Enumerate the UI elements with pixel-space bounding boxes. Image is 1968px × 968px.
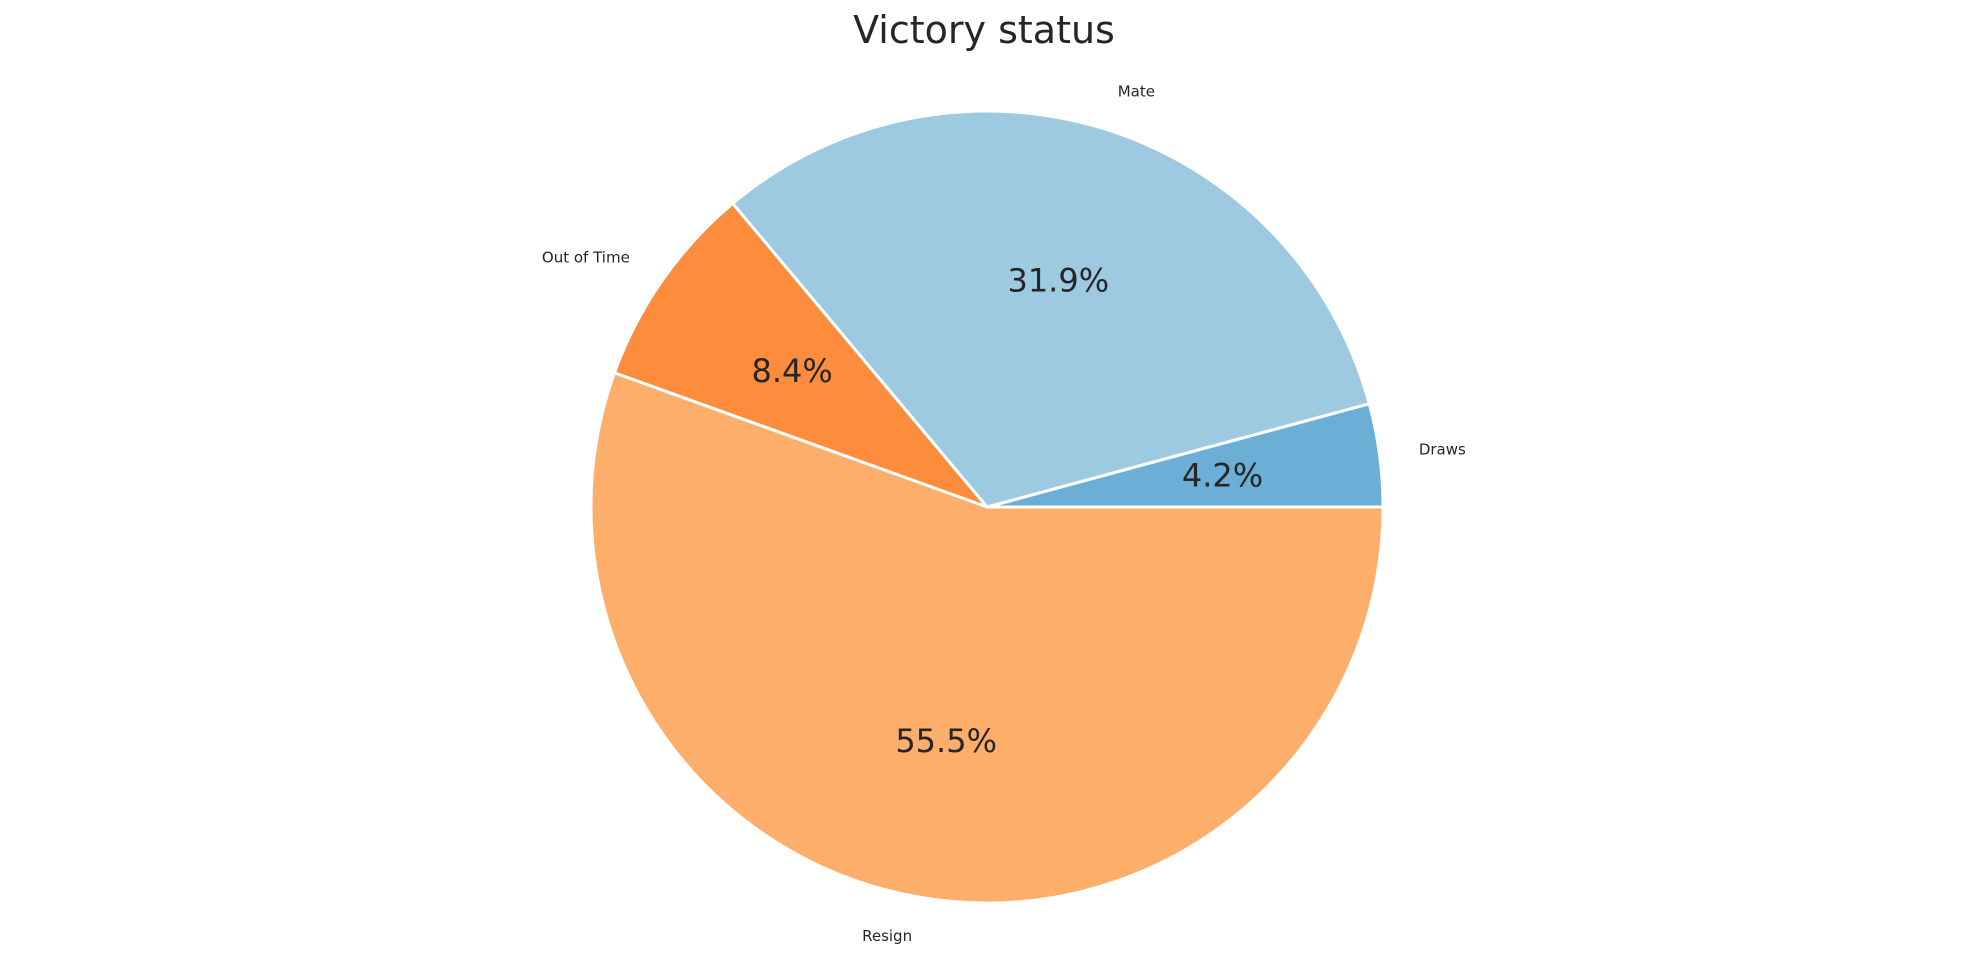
category-label-mate: Mate	[1118, 82, 1155, 100]
pct-label-resign: 55.5%	[895, 722, 997, 760]
pct-label-out-of-time: 8.4%	[752, 352, 833, 390]
pct-label-mate: 31.9%	[1007, 261, 1109, 299]
pie-slice-resign	[589, 370, 1385, 905]
pie-labels: 4.2% Draws 31.9% Mate 8.4% Out of Time 55.5% Re…	[542, 82, 1466, 945]
chart-title: Victory status	[853, 8, 1115, 52]
category-label-out-of-time: Out of Time	[542, 249, 630, 267]
pie-slices	[589, 109, 1385, 905]
pct-label-draws: 4.2%	[1182, 457, 1263, 495]
category-label-draws: Draws	[1419, 441, 1466, 459]
pie-slice-mate	[730, 109, 1372, 509]
pie-slice-out-of-time	[612, 201, 992, 511]
category-label-resign: Resign	[862, 927, 912, 945]
